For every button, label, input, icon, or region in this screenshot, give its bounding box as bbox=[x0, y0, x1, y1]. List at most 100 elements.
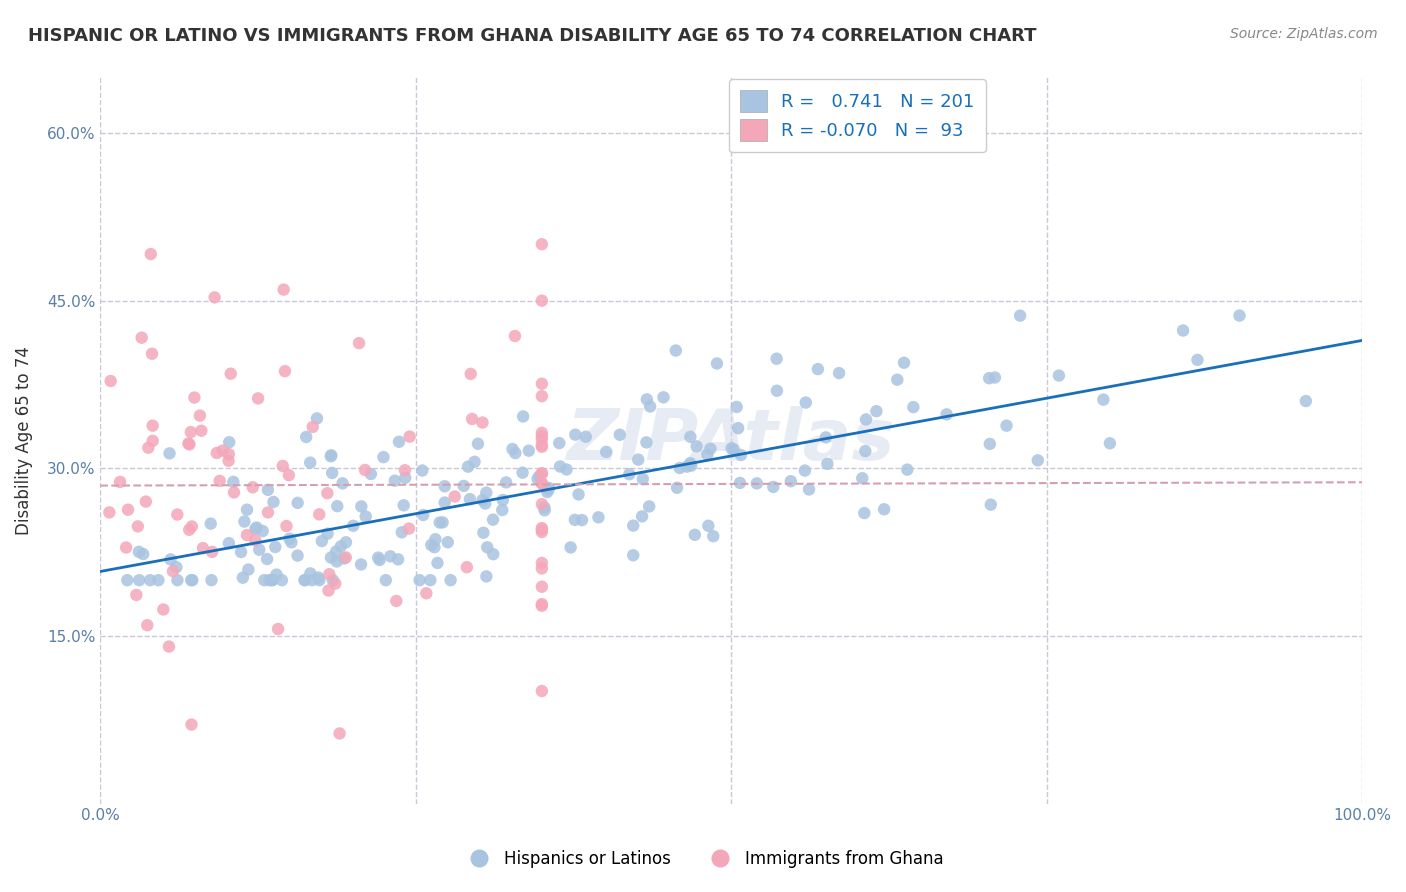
Point bbox=[530, 523, 553, 537]
Point bbox=[354, 463, 377, 477]
Point bbox=[432, 516, 454, 530]
Point bbox=[256, 552, 278, 566]
Point bbox=[588, 510, 610, 524]
Point bbox=[157, 640, 180, 654]
Text: ZIPAtlas: ZIPAtlas bbox=[567, 406, 896, 475]
Point bbox=[474, 497, 496, 511]
Point bbox=[425, 532, 447, 546]
Point bbox=[347, 336, 370, 351]
Point bbox=[467, 436, 489, 450]
Point bbox=[222, 475, 245, 489]
Point bbox=[1010, 309, 1032, 323]
Point bbox=[322, 573, 344, 587]
Point bbox=[280, 535, 302, 549]
Point bbox=[117, 573, 139, 587]
Point bbox=[706, 356, 728, 370]
Point bbox=[325, 554, 347, 568]
Point bbox=[503, 329, 526, 343]
Point bbox=[855, 412, 877, 426]
Point bbox=[814, 430, 837, 444]
Point bbox=[159, 446, 181, 460]
Point bbox=[233, 515, 256, 529]
Point bbox=[299, 456, 322, 470]
Point bbox=[979, 437, 1001, 451]
Point bbox=[1092, 392, 1115, 407]
Point bbox=[148, 573, 170, 587]
Point bbox=[294, 573, 316, 587]
Point bbox=[419, 573, 441, 587]
Point bbox=[136, 618, 159, 632]
Point bbox=[530, 467, 553, 481]
Point bbox=[548, 436, 571, 450]
Point bbox=[321, 448, 343, 462]
Point bbox=[329, 726, 352, 740]
Point bbox=[316, 526, 339, 541]
Point bbox=[204, 290, 226, 304]
Point bbox=[530, 476, 553, 491]
Point bbox=[208, 474, 231, 488]
Point bbox=[530, 237, 553, 252]
Point bbox=[530, 467, 553, 481]
Point bbox=[259, 573, 281, 587]
Point bbox=[530, 389, 553, 403]
Point bbox=[222, 485, 245, 500]
Point bbox=[411, 463, 433, 477]
Point bbox=[188, 409, 211, 423]
Point bbox=[277, 468, 299, 483]
Point bbox=[329, 540, 352, 554]
Point bbox=[472, 525, 495, 540]
Point bbox=[482, 513, 505, 527]
Point bbox=[1187, 352, 1209, 367]
Point bbox=[873, 502, 896, 516]
Point bbox=[696, 448, 718, 462]
Point bbox=[179, 523, 201, 537]
Point bbox=[274, 364, 297, 378]
Point bbox=[236, 502, 259, 516]
Point bbox=[537, 482, 560, 496]
Point bbox=[319, 449, 342, 463]
Point bbox=[439, 573, 461, 587]
Text: HISPANIC OR LATINO VS IMMIGRANTS FROM GHANA DISABILITY AGE 65 TO 74 CORRELATION : HISPANIC OR LATINO VS IMMIGRANTS FROM GH… bbox=[28, 27, 1036, 45]
Point bbox=[319, 550, 342, 565]
Point bbox=[368, 553, 391, 567]
Point bbox=[262, 573, 284, 587]
Point bbox=[495, 475, 517, 490]
Point bbox=[1171, 323, 1194, 337]
Point bbox=[530, 440, 553, 454]
Point bbox=[681, 458, 703, 473]
Point bbox=[311, 534, 333, 549]
Point bbox=[512, 409, 534, 424]
Point bbox=[571, 513, 593, 527]
Point bbox=[100, 374, 122, 388]
Point bbox=[201, 545, 224, 559]
Point bbox=[1229, 309, 1251, 323]
Point bbox=[980, 498, 1002, 512]
Point bbox=[179, 437, 201, 451]
Point bbox=[181, 573, 204, 587]
Point bbox=[333, 551, 356, 566]
Point bbox=[335, 550, 357, 565]
Point bbox=[723, 442, 745, 457]
Point bbox=[530, 556, 553, 570]
Point bbox=[530, 561, 553, 575]
Point bbox=[245, 522, 267, 536]
Point bbox=[463, 455, 485, 469]
Point bbox=[530, 475, 553, 490]
Point bbox=[332, 476, 354, 491]
Point bbox=[253, 573, 276, 587]
Point bbox=[229, 545, 252, 559]
Point bbox=[893, 356, 915, 370]
Point bbox=[325, 544, 347, 558]
Point bbox=[108, 475, 131, 489]
Point bbox=[219, 367, 242, 381]
Point bbox=[537, 481, 560, 495]
Point bbox=[423, 540, 446, 554]
Point bbox=[492, 493, 515, 508]
Point bbox=[180, 425, 202, 439]
Point bbox=[132, 547, 155, 561]
Point bbox=[433, 495, 456, 509]
Point bbox=[548, 459, 571, 474]
Point bbox=[420, 538, 443, 552]
Point bbox=[128, 545, 150, 559]
Point bbox=[529, 469, 551, 483]
